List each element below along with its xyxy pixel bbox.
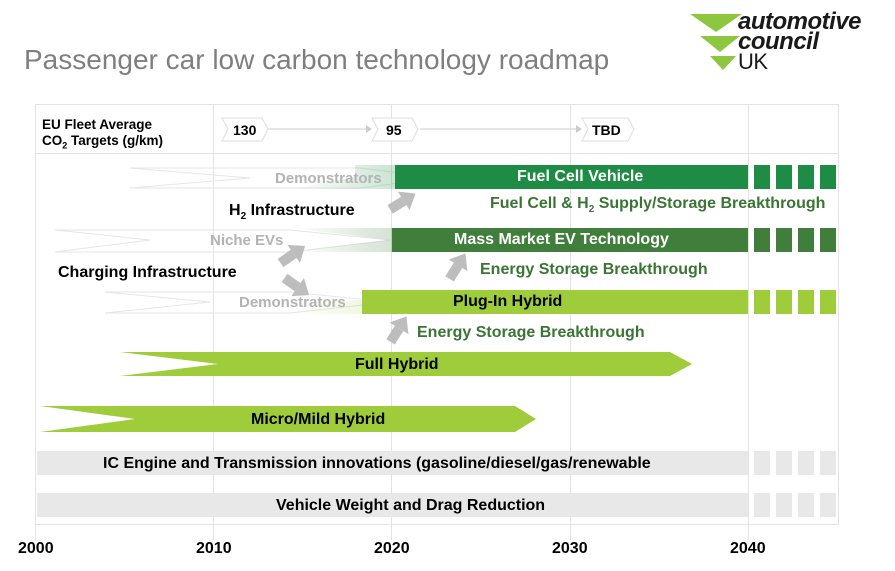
co-text: CO [42, 133, 63, 148]
targets-label-line-1: EU Fleet Average [42, 117, 153, 132]
targets-label-line-2: CO2 Targets (g/km) [42, 133, 163, 154]
h2-text: H [229, 202, 241, 219]
h2-infrastructure-label: H2 Infrastructure [229, 202, 355, 222]
full-hybrid-bar [120, 352, 692, 376]
mass-market-ev-bar [290, 228, 836, 252]
infrastructure-text: Infrastructure [246, 202, 355, 219]
plug-in-hybrid-label: Plug-In Hybrid [453, 293, 563, 310]
fuel-cell-bar [290, 165, 836, 189]
logo-line-3: UK [738, 49, 768, 74]
energy-storage-label-1: Energy Storage Breakthrough [480, 261, 708, 278]
targets-track [221, 117, 635, 142]
charging-infrastructure-label: Charging Infrastructure [58, 264, 237, 281]
niche-evs-label: Niche EVs [210, 232, 284, 249]
logo-mark [690, 14, 742, 70]
logo-line-1: automotive [738, 8, 862, 35]
weight-drag-bar [37, 493, 836, 517]
ic-engine-bar [37, 451, 836, 475]
year-2040: 2040 [730, 540, 766, 557]
targets-unit-text: Targets (g/km) [67, 133, 164, 148]
year-2020: 2020 [374, 540, 410, 557]
supply-storage-text: Supply/Storage Breakthrough [594, 195, 826, 212]
targets-label: EU Fleet Average CO2 Targets (g/km) [42, 117, 163, 154]
energy-storage-label-2: Energy Storage Breakthrough [417, 324, 645, 341]
demonstrators-phev-label: Demonstrators [239, 294, 346, 311]
connector-arrows [277, 191, 468, 345]
logo: automotive council UK [738, 8, 862, 74]
fuel-cell-label: Fuel Cell Vehicle [517, 168, 644, 185]
weight-drag-label: Vehicle Weight and Drag Reduction [276, 497, 546, 514]
full-hybrid-label: Full Hybrid [355, 356, 439, 373]
h2-subscript-2: 2 [588, 204, 595, 216]
h2-subscript: 2 [240, 211, 247, 223]
year-2030: 2030 [552, 540, 588, 557]
fuel-cell-breakthrough-label: Fuel Cell & H2 Supply/Storage Breakthrou… [490, 195, 825, 215]
co2-subscript: 2 [62, 140, 68, 151]
plug-in-hybrid-bar [290, 290, 836, 314]
target-future: TBD [592, 122, 621, 138]
mass-market-ev-label: Mass Market EV Technology [454, 231, 669, 248]
page-title: Passenger car low carbon technology road… [24, 44, 610, 75]
year-2000: 2000 [18, 540, 54, 557]
micro-mild-hybrid-label: Micro/Mild Hybrid [251, 411, 386, 428]
logo-line-2: council [738, 28, 819, 55]
target-2015: 130 [233, 122, 257, 138]
fc-breakthrough-text: Fuel Cell & H [490, 195, 589, 212]
micro-mild-hybrid-bar [40, 406, 536, 432]
demonstrators-fc-label: Demonstrators [275, 170, 382, 187]
year-2010: 2010 [196, 540, 232, 557]
target-2020: 95 [386, 122, 402, 138]
ic-engine-label: IC Engine and Transmission innovations (… [103, 455, 651, 472]
